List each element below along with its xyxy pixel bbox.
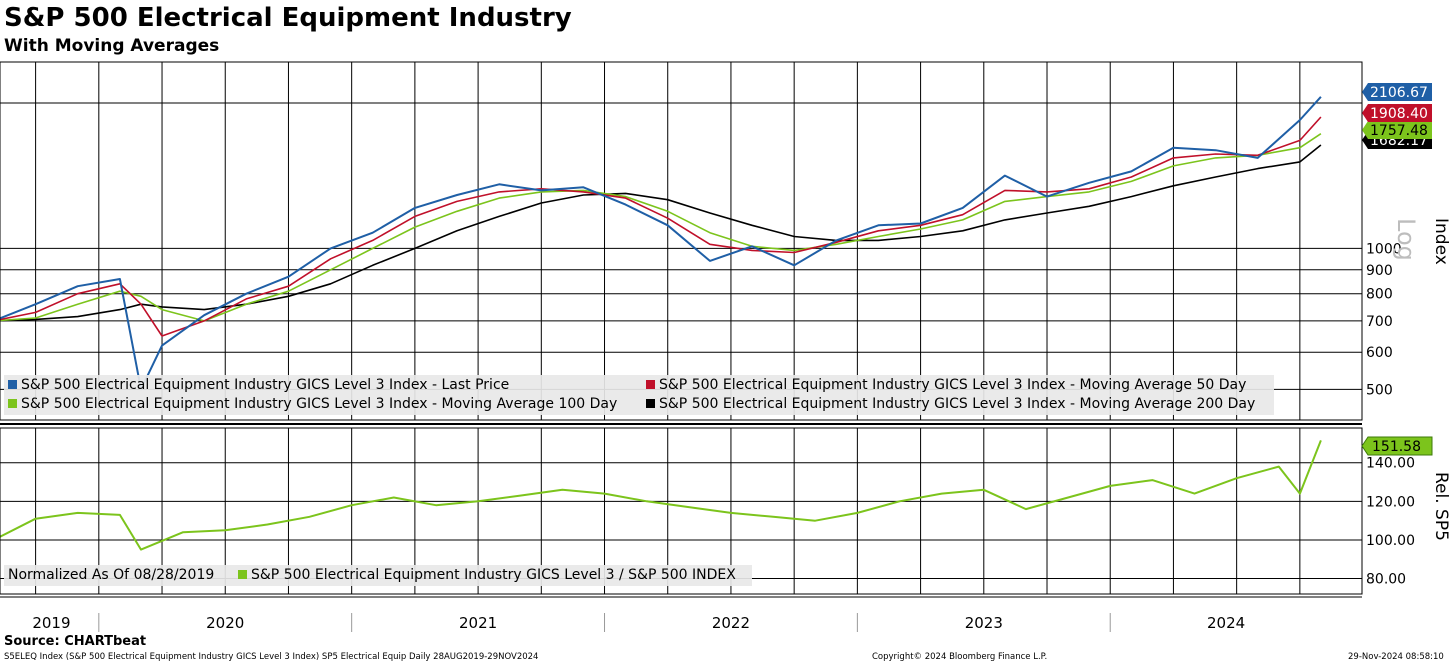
upper-panel-frame [0,61,1363,421]
series-last-price-line [0,96,1322,391]
series-ma200-line [0,144,1322,322]
chart-title: S&P 500 Electrical Equipment Industry [4,3,572,33]
last-value-tag [1361,436,1433,456]
y-tick-label: 700 [1366,314,1393,330]
upper-y-axis-label: Index [1431,218,1451,265]
series-ma100-line [0,133,1322,322]
footer-right: 29-Nov-2024 08:58:10 [1348,652,1444,662]
last-value-label: 2106.67 [1370,85,1428,101]
normalized-note: Normalized As Of 08/28/2019 [8,567,215,583]
upper-series-group [0,96,1322,391]
y-tick-label: 80.00 [1366,572,1406,588]
legend-swatch [238,570,247,579]
y-tick-label: 600 [1366,345,1393,361]
last-value-tag [1362,104,1432,122]
x-tick-label: 2022 [712,614,750,632]
legend-swatch [8,399,17,408]
y-tick-label: 800 [1366,287,1393,303]
x-tick-label: 2024 [1207,614,1245,632]
legend-swatch [646,399,655,408]
legend-label: S&P 500 Electrical Equipment Industry GI… [21,396,618,412]
legend-swatch [8,380,17,389]
last-value-label: 1908.40 [1370,106,1428,122]
legend-label: S&P 500 Electrical Equipment Industry GI… [659,377,1247,393]
x-tick-label: 2020 [206,614,244,632]
last-value-tag [1362,83,1432,101]
x-tick-label: 2023 [965,614,1003,632]
y-tick-label: 140.00 [1366,456,1415,472]
lower-panel-frame [0,427,1363,595]
legend-item-ma200: S&P 500 Electrical Equipment Industry GI… [646,395,1255,414]
x-tick-label: 2021 [459,614,497,632]
y-tick-label: 900 [1366,263,1393,279]
legend-note: Normalized As Of 08/28/2019 [8,566,214,585]
y-tick-label: 500 [1366,382,1393,398]
y-tick-label: 120.00 [1366,494,1415,510]
series-relative-line [0,440,1322,551]
upper-legend: S&P 500 Electrical Equipment Industry GI… [4,375,1274,415]
lower-legend: Normalized As Of 08/28/2019 S&P 500 Elec… [4,565,752,586]
chart-axes: 500 600 700 800 900 1000 80.00 100.00 120.00 140.… [0,61,1451,632]
legend-item-last-price: S&P 500 Electrical Equipment Industry GI… [8,376,509,395]
footer-center: Copyright© 2024 Bloomberg Finance L.P. [872,652,1048,662]
legend-item-ma50: S&P 500 Electrical Equipment Industry GI… [646,376,1246,395]
legend-swatch [646,380,655,389]
legend-item-ma100: S&P 500 Electrical Equipment Industry GI… [8,395,617,414]
last-value-label: 1757.48 [1370,123,1428,139]
y-tick-label: 1000 [1366,241,1402,257]
chart-subtitle: With Moving Averages [4,36,220,56]
legend-label: S&P 500 Electrical Equipment Industry GI… [21,377,510,393]
log-scale-label: Log [1392,218,1420,261]
chart-grid [0,62,1362,594]
source-note: Source: CHARTbeat [4,634,147,649]
footer-left: S5ELEQ Index (S&P 500 Electrical Equipme… [4,652,539,662]
y-tick-label: 100.00 [1366,533,1415,549]
x-tick-label: 2019 [32,614,70,632]
last-value-tag [1362,121,1432,139]
lower-series-group [0,440,1322,551]
last-value-label: 151.58 [1372,439,1421,455]
series-ma50-line [0,116,1322,337]
legend-label: S&P 500 Electrical Equipment Industry GI… [251,567,736,583]
lower-y-axis-label: Rel. SP5 [1431,472,1451,541]
legend-label: S&P 500 Electrical Equipment Industry GI… [659,396,1256,412]
legend-item-relative: S&P 500 Electrical Equipment Industry GI… [238,566,736,585]
